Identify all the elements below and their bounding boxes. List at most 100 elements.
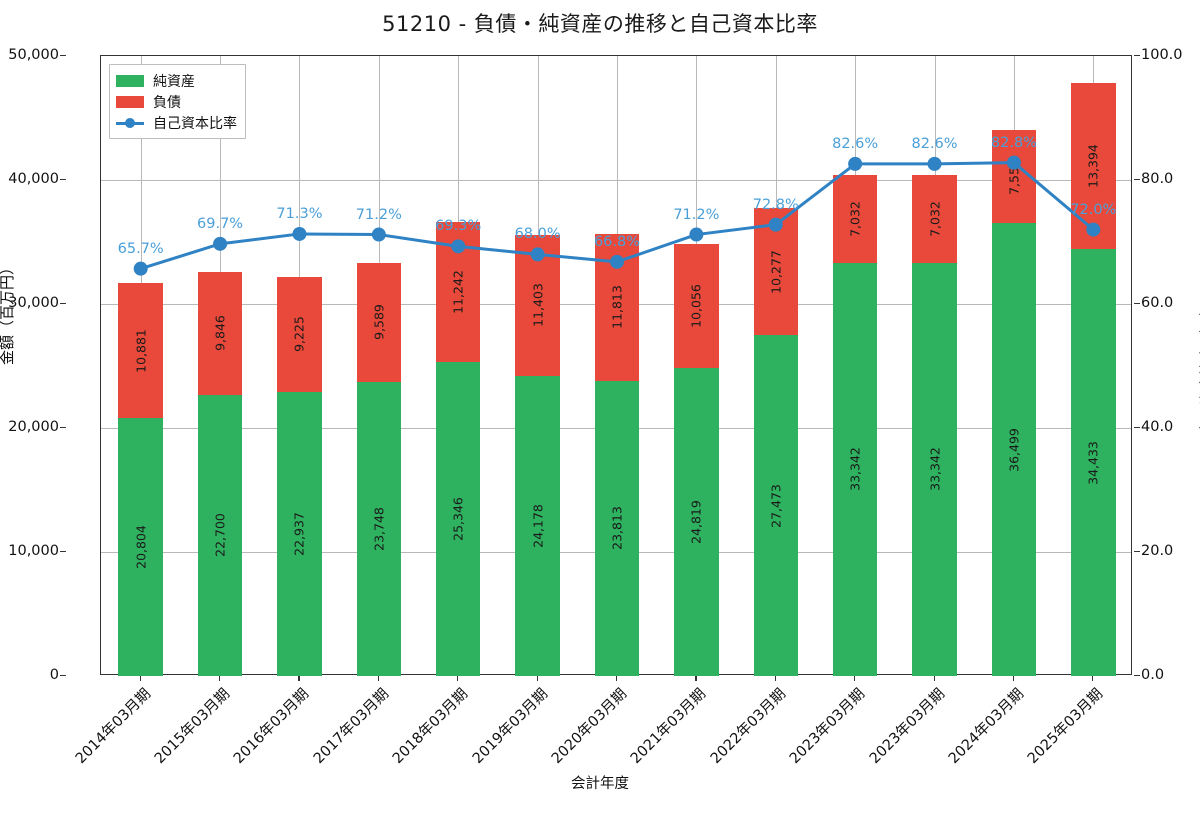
x-axis-tick-label: 2024年03月期 (945, 685, 1028, 768)
equity-ratio-marker[interactable] (610, 254, 624, 269)
bar-segment-net-assets[interactable]: 36,499 (991, 223, 1037, 676)
equity-ratio-marker[interactable] (371, 227, 386, 242)
x-axis-tick-mark (774, 675, 776, 681)
legend-item-net-assets[interactable]: 純資産 (116, 70, 237, 91)
x-axis-tick-mark (616, 675, 618, 681)
bar-segment-liabilities[interactable]: 7,032 (832, 175, 878, 263)
x-axis-tick-mark (854, 675, 856, 681)
chart-container: 51210 - 負債・純資産の推移と自己資本比率 金額（百万円） 自己資本比率（… (0, 12, 1200, 792)
bar-segment-net-assets[interactable]: 25,346 (436, 361, 481, 676)
y-axis-right-tick-label: 60.0 (1134, 295, 1200, 311)
bar-segment-net-assets[interactable]: 20,804 (118, 418, 163, 676)
equity-ratio-value-label: 82.6% (911, 135, 958, 152)
equity-ratio-marker[interactable] (530, 247, 545, 262)
legend-item-liabilities[interactable]: 負債 (116, 91, 237, 112)
y-axis-right-tick-label: 100.0 (1134, 47, 1200, 63)
equity-ratio-value-label: 66.8% (593, 233, 641, 250)
x-axis-tick-mark (219, 675, 221, 681)
bar-segment-liabilities[interactable]: 9,225 (277, 277, 322, 392)
bar-segment-liabilities[interactable]: 9,846 (197, 272, 243, 395)
y-axis-right-title: 自己資本比率（%） (1198, 300, 1200, 435)
x-axis-tick-label: 2023年03月期 (866, 685, 948, 768)
bar-segment-net-assets[interactable]: 22,937 (277, 391, 322, 676)
x-axis-tick-mark (1012, 675, 1015, 681)
legend-item-equity-ratio[interactable]: 自己資本比率 (116, 112, 237, 133)
y-axis-left-tick-label: 0 (0, 667, 66, 683)
legend-label-equity-ratio: 自己資本比率 (153, 115, 237, 132)
bar-segment-net-assets[interactable]: 23,748 (356, 381, 402, 676)
bar-segment-net-assets[interactable]: 22,700 (197, 394, 243, 676)
bar-segment-net-assets[interactable]: 33,342 (832, 262, 878, 676)
bar-segment-liabilities[interactable]: 7,032 (912, 175, 957, 263)
x-axis-tick-label: 2019年03月期 (469, 685, 551, 768)
bar-segment-liabilities[interactable]: 13,394 (1071, 82, 1116, 250)
equity-ratio-value-label: 69.3% (435, 218, 482, 235)
equity-ratio-value-label: 65.7% (117, 240, 164, 257)
equity-ratio-value-label: 68.0% (514, 226, 561, 243)
x-axis-tick-label: 2018年03月期 (390, 685, 472, 768)
y-axis-left-tick-label: 40,000 (0, 171, 66, 187)
x-axis-tick-label: 2022年03月期 (707, 685, 789, 768)
equity-ratio-marker[interactable] (213, 236, 228, 251)
y-axis-left-title: 金額（百万円） (0, 259, 16, 365)
equity-ratio-marker[interactable] (451, 239, 466, 254)
equity-ratio-value-label: 82.8% (990, 134, 1037, 151)
y-axis-left-tick-label: 10,000 (0, 543, 66, 559)
x-axis-title: 会計年度 (571, 776, 629, 792)
y-axis-left-tick-label: 50,000 (0, 47, 66, 63)
x-axis-tick-label: 2025年03月期 (1025, 685, 1107, 768)
y-axis-left-tick-label: 30,000 (0, 295, 66, 311)
legend-label-net-assets: 純資産 (153, 73, 195, 90)
y-axis-right-tick-label: 0.0 (1134, 667, 1200, 683)
ratio-line-series (133, 155, 1101, 276)
chart-legend: 純資産 負債 自己資本比率 (109, 64, 246, 139)
equity-ratio-value-label: 72.8% (752, 196, 799, 213)
equity-ratio-marker[interactable] (292, 226, 307, 241)
equity-ratio-value-label: 82.6% (832, 135, 879, 152)
y-axis-right-tick-label: 80.0 (1134, 171, 1200, 187)
equity-ratio-value-label: 72.0% (1070, 201, 1117, 218)
x-axis-tick-mark (298, 675, 300, 681)
bar-segment-net-assets[interactable]: 24,178 (515, 376, 560, 676)
equity-ratio-marker[interactable] (848, 156, 863, 171)
equity-ratio-value-label: 71.3% (276, 205, 323, 222)
legend-line-equity-ratio (116, 117, 144, 129)
x-axis-tick-label: 2017年03月期 (310, 685, 392, 768)
equity-ratio-marker[interactable] (1006, 155, 1021, 170)
x-axis-tick-label: 2016年03月期 (231, 685, 313, 768)
bar-segment-liabilities[interactable]: 10,056 (674, 243, 719, 369)
gridline-horizontal (101, 180, 1131, 181)
x-axis-tick-label: 2023年03月期 (787, 685, 869, 768)
legend-swatch-net-assets (116, 74, 144, 87)
bar-segment-net-assets[interactable]: 24,819 (674, 368, 719, 676)
x-axis-tick-mark (1092, 675, 1094, 681)
y-axis-right-tick-label: 20.0 (1134, 543, 1200, 559)
bar-segment-net-assets[interactable]: 27,473 (753, 335, 798, 676)
bar-segment-net-assets[interactable]: 34,433 (1071, 249, 1116, 676)
plot-area: 20,804 10,881 22,700 9,846 22,937 9,225 23,748… (100, 55, 1132, 676)
bar-segment-liabilities[interactable]: 10,881 (118, 283, 163, 419)
equity-ratio-marker[interactable] (927, 156, 942, 171)
legend-swatch-liabilities (116, 95, 144, 108)
x-axis-tick-mark (139, 675, 141, 681)
bar-segment-liabilities[interactable]: 9,589 (356, 262, 402, 382)
x-axis-tick-label: 2014年03月期 (72, 685, 154, 768)
legend-label-liabilities: 負債 (153, 94, 181, 111)
y-axis-right-tick-label: 40.0 (1134, 419, 1200, 435)
equity-ratio-marker[interactable] (1086, 222, 1101, 237)
chart-title: 51210 - 負債・純資産の推移と自己資本比率 (382, 12, 818, 36)
bar-segment-net-assets[interactable]: 23,813 (594, 380, 640, 676)
x-axis-tick-mark (377, 675, 380, 681)
x-axis-tick-mark (457, 675, 459, 681)
equity-ratio-marker[interactable] (133, 261, 148, 276)
equity-ratio-value-label: 71.2% (673, 206, 720, 223)
x-axis-tick-label: 2021年03月期 (628, 685, 710, 768)
equity-ratio-marker[interactable] (689, 227, 704, 242)
equity-ratio-marker[interactable] (768, 217, 783, 232)
x-axis-tick-label: 2015年03月期 (151, 685, 234, 768)
x-axis-tick-mark (933, 675, 935, 681)
equity-ratio-value-label: 71.2% (355, 206, 402, 223)
equity-ratio-value-label: 69.7% (197, 215, 244, 232)
bar-segment-net-assets[interactable]: 33,342 (912, 262, 957, 676)
x-axis-tick-label: 2020年03月期 (548, 685, 631, 768)
